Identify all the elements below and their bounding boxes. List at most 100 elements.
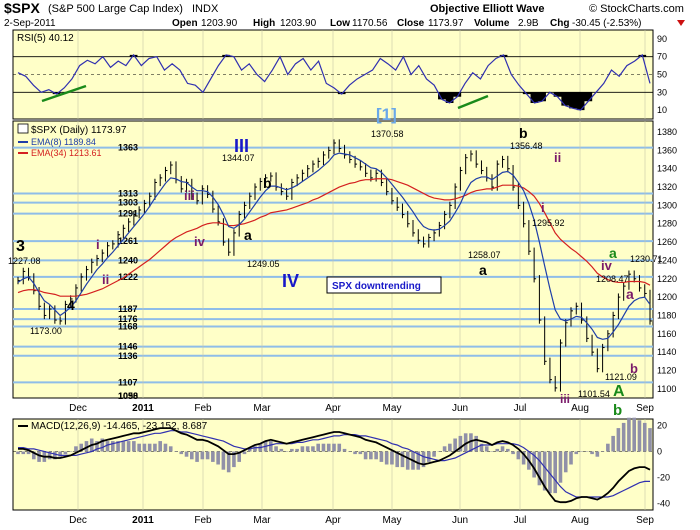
close-value: 1173.97 bbox=[428, 18, 464, 29]
wave-label-a: a bbox=[244, 227, 252, 243]
macd-hist-bar-55 bbox=[305, 446, 310, 452]
wave-label-A: A bbox=[613, 383, 625, 400]
price-tick-label-1380: 1380 bbox=[657, 127, 677, 137]
price-level-label-1176: 1176 bbox=[118, 314, 138, 324]
macd-hist-bar-40 bbox=[226, 451, 231, 473]
ema34-line bbox=[17, 178, 651, 297]
macd-hist-bar-29 bbox=[168, 446, 173, 452]
macd-month-label-6: Jun bbox=[452, 515, 468, 526]
macd-hist-bar-60 bbox=[332, 443, 336, 452]
macd-hist-bar-118 bbox=[637, 420, 642, 452]
wave-label-bracket-1: [1] bbox=[376, 105, 397, 124]
wave-label-4: 4 bbox=[67, 297, 75, 313]
macd-hist-bar-27 bbox=[158, 441, 162, 452]
macd-hist-bar-35 bbox=[200, 451, 205, 460]
macd-hist-bar-104 bbox=[563, 451, 568, 473]
macd-hist-bar-71 bbox=[390, 451, 394, 465]
macd-hist-bar-10 bbox=[68, 451, 73, 452]
macd-hist-bar-69 bbox=[379, 451, 384, 462]
macd-hist-bar-62 bbox=[342, 448, 347, 452]
macd-hist-bar-79 bbox=[432, 451, 436, 457]
macd-hist-bar-72 bbox=[395, 451, 399, 468]
macd-hist-bar-11 bbox=[74, 446, 78, 452]
macd-hist-bar-109 bbox=[590, 451, 594, 455]
wave-label-iv: iv bbox=[194, 234, 206, 249]
price-label-1356: 1356.48 bbox=[510, 141, 543, 151]
price-month-label-9: Sep bbox=[636, 403, 654, 414]
macd-hist-bar-87 bbox=[474, 435, 478, 452]
price-month-label-2: Feb bbox=[194, 403, 212, 414]
price-label-1344: 1344.07 bbox=[222, 153, 255, 163]
legend-price-swatch bbox=[17, 123, 29, 134]
macd-hist-bar-90 bbox=[490, 451, 494, 452]
macd-hist-bar-74 bbox=[405, 451, 410, 470]
macd-hist-bar-16 bbox=[100, 438, 105, 452]
macd-hist-bar-94 bbox=[511, 451, 515, 455]
price-month-label-7: Jul bbox=[514, 403, 527, 414]
macd-hist-bar-82 bbox=[448, 443, 452, 452]
wave-label-b-top: b bbox=[519, 125, 528, 141]
price-level-label-1146: 1146 bbox=[118, 342, 138, 352]
macd-hist-bar-32 bbox=[184, 451, 189, 457]
macd-tick-label--20: -20 bbox=[657, 473, 670, 483]
rsi-line bbox=[17, 53, 651, 111]
price-tick-label-1340: 1340 bbox=[657, 164, 677, 174]
macd-hist-bar-48 bbox=[269, 441, 273, 452]
macd-line bbox=[18, 427, 651, 504]
macd-hist-bar-37 bbox=[211, 451, 215, 462]
price-label-1121: 1121.09 bbox=[605, 372, 637, 382]
macd-hist-bar-92 bbox=[500, 446, 505, 452]
macd-hist-bar-6 bbox=[47, 451, 52, 460]
macd-hist-bar-120 bbox=[648, 428, 652, 452]
macd-tick-label-20: 20 bbox=[657, 421, 667, 431]
wave-label-a-green: a bbox=[609, 245, 617, 261]
rsi-tick-label-90: 90 bbox=[657, 34, 667, 44]
macd-hist-bar-113 bbox=[611, 435, 615, 452]
macd-histogram bbox=[16, 417, 652, 494]
macd-hist-bar-30 bbox=[174, 451, 178, 452]
macd-hist-bar-116 bbox=[627, 417, 631, 452]
macd-hist-bar-103 bbox=[558, 451, 563, 483]
macd-hist-bar-51 bbox=[284, 451, 289, 452]
macd-hist-bar-1 bbox=[21, 451, 26, 455]
price-label-1230: 1230.71 bbox=[630, 254, 663, 264]
price-label-1249: 1249.05 bbox=[247, 259, 280, 269]
wave-label-iv-late: iv bbox=[601, 258, 613, 273]
macd-axis: -40 -20 0 20 bbox=[657, 421, 670, 509]
macd-month-label-0: Dec bbox=[69, 515, 87, 526]
macd-hist-bar-80 bbox=[437, 451, 442, 452]
price-vgrid bbox=[77, 121, 646, 398]
macd-month-label-5: May bbox=[383, 515, 402, 526]
price-level-label-1090: 1090 bbox=[118, 391, 138, 401]
trend-status-text: SPX downtrending bbox=[332, 281, 421, 292]
volume-label: Volume bbox=[474, 18, 510, 29]
macd-hist-bar-117 bbox=[632, 417, 636, 452]
macd-hist-bar-91 bbox=[495, 448, 500, 452]
price-level-label-1136: 1136 bbox=[118, 351, 138, 361]
wave-label-3: 3 bbox=[16, 238, 25, 255]
macd-hist-bar-44 bbox=[247, 448, 252, 452]
price-tick-label-1280: 1280 bbox=[657, 219, 677, 229]
low-label: Low bbox=[330, 18, 350, 29]
macd-hist-bar-83 bbox=[453, 438, 457, 452]
rsi-tick-label-70: 70 bbox=[657, 52, 667, 62]
macd-hist-bar-59 bbox=[326, 443, 331, 452]
macd-hist-bar-111 bbox=[600, 451, 605, 452]
macd-hist-bar-25 bbox=[147, 443, 152, 452]
macd-hist-bar-102 bbox=[553, 451, 557, 494]
index-name: (S&P 500 Large Cap Index) bbox=[48, 3, 183, 15]
high-label: High bbox=[253, 18, 275, 29]
macd-month-label-1: 2011 bbox=[132, 515, 154, 526]
chart-header: $SPX (S&P 500 Large Cap Index) INDX Obje… bbox=[4, 0, 685, 29]
price-tick-label-1100: 1100 bbox=[657, 384, 676, 394]
macd-title: MACD(12,26,9) -14.465, -23.152, 8.687 bbox=[31, 421, 208, 432]
low-value: 1170.56 bbox=[352, 18, 388, 29]
price-tick-label-1200: 1200 bbox=[657, 292, 677, 302]
macd-hist-bar-24 bbox=[142, 443, 147, 452]
rsi-trendline-left bbox=[41, 84, 87, 103]
rsi-tick-label-50: 50 bbox=[657, 70, 667, 80]
price-label-1208: 1208.47 bbox=[596, 274, 629, 284]
macd-hist-bar-63 bbox=[348, 451, 352, 452]
macd-month-axis: Dec 2011 Feb Mar Apr May Jun Jul Aug Sep bbox=[69, 515, 654, 526]
macd-hist-bar-20 bbox=[121, 441, 126, 452]
